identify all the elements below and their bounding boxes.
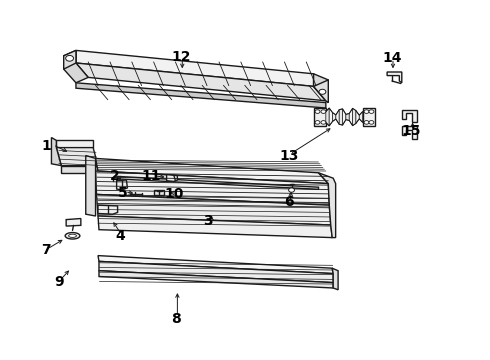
PathPatch shape: [359, 112, 363, 122]
PathPatch shape: [86, 156, 96, 216]
PathPatch shape: [356, 111, 359, 123]
Circle shape: [315, 110, 320, 113]
PathPatch shape: [99, 271, 333, 288]
Text: 2: 2: [110, 170, 120, 183]
PathPatch shape: [76, 50, 314, 86]
PathPatch shape: [64, 50, 76, 69]
Text: 15: 15: [402, 125, 421, 138]
PathPatch shape: [97, 194, 331, 225]
Circle shape: [364, 110, 369, 113]
Ellipse shape: [65, 233, 80, 239]
Circle shape: [319, 89, 326, 94]
PathPatch shape: [314, 74, 328, 103]
PathPatch shape: [98, 205, 118, 214]
PathPatch shape: [402, 126, 416, 139]
Text: 9: 9: [54, 275, 64, 288]
PathPatch shape: [64, 50, 88, 83]
Text: 8: 8: [172, 312, 181, 325]
Text: 13: 13: [279, 149, 299, 162]
PathPatch shape: [332, 268, 338, 290]
PathPatch shape: [349, 108, 353, 126]
PathPatch shape: [96, 171, 329, 205]
Text: 10: 10: [164, 187, 184, 201]
PathPatch shape: [117, 180, 127, 190]
PathPatch shape: [66, 219, 81, 226]
Circle shape: [369, 121, 374, 124]
PathPatch shape: [336, 110, 339, 124]
Circle shape: [369, 110, 374, 113]
PathPatch shape: [154, 190, 164, 195]
PathPatch shape: [56, 148, 98, 166]
Text: 1: 1: [42, 139, 51, 153]
PathPatch shape: [333, 113, 336, 121]
PathPatch shape: [61, 166, 98, 173]
PathPatch shape: [353, 108, 356, 126]
PathPatch shape: [402, 110, 416, 122]
PathPatch shape: [343, 109, 346, 125]
PathPatch shape: [346, 113, 349, 121]
Text: 11: 11: [141, 170, 161, 183]
Text: 12: 12: [172, 50, 191, 64]
PathPatch shape: [118, 176, 318, 189]
PathPatch shape: [314, 80, 328, 103]
Circle shape: [321, 110, 326, 113]
PathPatch shape: [318, 173, 336, 238]
PathPatch shape: [51, 138, 61, 166]
PathPatch shape: [339, 109, 343, 125]
Circle shape: [66, 55, 74, 61]
Text: 7: 7: [41, 243, 50, 257]
Circle shape: [289, 188, 294, 192]
PathPatch shape: [76, 63, 326, 101]
PathPatch shape: [329, 108, 333, 126]
PathPatch shape: [96, 158, 328, 184]
PathPatch shape: [98, 216, 332, 238]
Text: 6: 6: [284, 195, 294, 209]
PathPatch shape: [326, 108, 329, 126]
PathPatch shape: [387, 72, 402, 83]
Text: 5: 5: [118, 186, 127, 199]
Text: 14: 14: [382, 51, 402, 64]
Ellipse shape: [69, 234, 76, 238]
Text: 4: 4: [115, 229, 125, 243]
PathPatch shape: [56, 140, 93, 148]
Circle shape: [321, 121, 326, 124]
PathPatch shape: [363, 108, 375, 126]
PathPatch shape: [76, 83, 326, 108]
PathPatch shape: [167, 175, 177, 181]
Text: 3: 3: [203, 215, 213, 228]
Circle shape: [315, 121, 320, 124]
PathPatch shape: [314, 108, 326, 126]
PathPatch shape: [99, 261, 333, 283]
PathPatch shape: [98, 256, 333, 274]
Circle shape: [364, 121, 369, 124]
